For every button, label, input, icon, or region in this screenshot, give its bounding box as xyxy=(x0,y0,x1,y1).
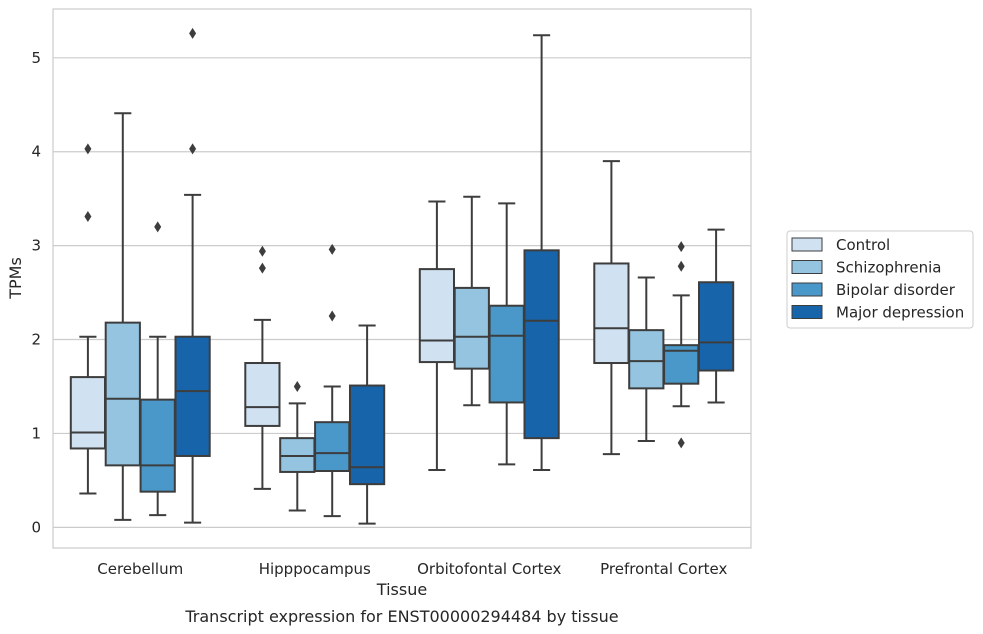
box-bipolar-disorder xyxy=(314,243,351,518)
x-tick-labels: Cerebellum Hipppocampus Orbitofontal Corte… xyxy=(97,560,727,578)
outlier-point xyxy=(677,241,685,253)
box-major-depression xyxy=(697,228,735,404)
y-tick-label: 1 xyxy=(31,424,41,442)
legend-swatch xyxy=(791,305,823,319)
box-control xyxy=(593,160,630,456)
box-body xyxy=(174,335,211,457)
legend-label: Major depression xyxy=(836,304,964,322)
outlier-point xyxy=(258,262,266,274)
box-control xyxy=(418,200,456,472)
legend-frame xyxy=(786,230,974,329)
y-tick-label: 2 xyxy=(31,331,41,349)
x-tick-label: Cerebellum xyxy=(97,560,183,578)
box-body xyxy=(523,249,560,440)
outlier-point xyxy=(189,143,197,155)
outlier-point xyxy=(258,245,266,257)
box-schizophrenia xyxy=(453,195,490,407)
box-bipolar-disorder xyxy=(139,221,176,517)
box-body xyxy=(104,321,141,467)
outlier-point xyxy=(328,310,336,322)
outlier-point xyxy=(677,437,685,449)
box-body xyxy=(139,398,176,493)
box-body xyxy=(628,329,665,390)
outlier-point xyxy=(293,380,301,392)
x-tick-label: Prefrontal Cortex xyxy=(600,560,727,578)
y-tick-labels: 0 1 2 3 4 5 xyxy=(31,49,41,537)
legend-swatch xyxy=(791,237,823,252)
box-control xyxy=(244,245,281,490)
y-tick-label: 3 xyxy=(31,237,41,255)
box-schizophrenia xyxy=(279,380,316,512)
box-major-depression xyxy=(348,324,386,525)
x-tick-label: Hipppocampus xyxy=(259,560,371,578)
y-tick-label: 4 xyxy=(31,143,41,161)
outlier-point xyxy=(154,221,162,233)
legend: Control Schizophrenia Bipolar disorder Majo… xyxy=(786,230,974,329)
legend-label: Control xyxy=(836,236,890,254)
box-body xyxy=(593,262,630,365)
legend-swatch xyxy=(791,260,823,274)
box-major-depression xyxy=(174,27,211,524)
plot-frame xyxy=(52,8,752,549)
outlier-point xyxy=(84,143,92,155)
outlier-point xyxy=(189,27,197,39)
legend-label: Bipolar disorder xyxy=(836,281,956,299)
box-major-depression xyxy=(523,34,560,472)
box-body xyxy=(314,421,351,473)
outlier-point xyxy=(84,211,92,223)
chart-caption: Transcript expression for ENST0000029448… xyxy=(184,607,618,626)
box-body xyxy=(697,281,735,372)
legend-swatch xyxy=(791,282,823,297)
box-body xyxy=(453,286,490,370)
box-body xyxy=(69,376,107,450)
box-body xyxy=(488,304,525,404)
y-axis-title: TPMs xyxy=(6,257,25,300)
box-schizophrenia xyxy=(628,276,665,442)
y-tick-label: 5 xyxy=(31,49,41,67)
box-body xyxy=(348,384,386,486)
legend-label: Schizophrenia xyxy=(836,259,941,277)
y-tick-label: 0 xyxy=(31,518,41,536)
x-tick-label: Orbitofontal Cortex xyxy=(417,560,561,578)
box-schizophrenia xyxy=(104,112,141,521)
box-series xyxy=(69,27,735,525)
box-body xyxy=(244,362,281,427)
x-axis-title: Tissue xyxy=(376,580,427,599)
box-body xyxy=(418,268,456,364)
outlier-point xyxy=(677,260,685,272)
outlier-point xyxy=(328,243,336,255)
